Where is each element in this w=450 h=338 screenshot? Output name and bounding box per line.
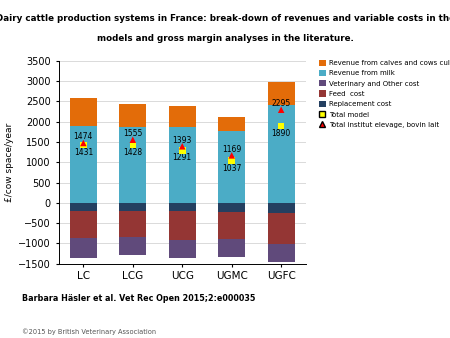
Point [179,148,186,153]
Point [129,142,136,148]
Bar [119,211,146,237]
Text: Barbara Häsler et al. Vet Rec Open 2015;2:e000035: Barbara Häsler et al. Vet Rec Open 2015;… [22,294,256,303]
Text: ©2015 by British Veterinary Association: ©2015 by British Veterinary Association [22,328,157,335]
Text: Dairy cattle production systems in France: break-down of revenues and variable c: Dairy cattle production systems in Franc… [0,14,450,23]
Bar [119,104,146,127]
Point [278,107,285,113]
Bar [218,117,245,131]
Bar [169,127,196,203]
Point [80,142,87,147]
Bar [70,239,97,258]
Bar [169,203,196,211]
Point [129,137,136,142]
Bar [218,131,245,203]
Bar [169,240,196,258]
Text: 1428: 1428 [123,148,142,157]
Bar [218,203,245,212]
Point [228,158,235,164]
Bar [169,211,196,240]
Bar [268,213,295,244]
Bar [268,244,295,262]
Legend: Revenue from calves and cows culled, Revenue from milk, Veterinary and Other cos: Revenue from calves and cows culled, Rev… [316,57,450,131]
Bar [70,211,97,239]
Point [228,153,235,158]
Text: 1169: 1169 [222,145,241,154]
Bar [119,203,146,211]
Bar [119,237,146,255]
Text: models and gross margin analyses in the literature.: models and gross margin analyses in the … [97,34,353,43]
Text: 1291: 1291 [173,153,192,162]
Text: 2295: 2295 [271,99,291,108]
Bar [268,203,295,213]
Text: 1431: 1431 [74,148,93,156]
Text: 1393: 1393 [172,136,192,145]
Point [278,123,285,129]
Text: 1890: 1890 [271,129,291,138]
Point [80,140,87,146]
Bar [268,81,295,105]
Bar [70,203,97,211]
Text: 1474: 1474 [74,132,93,141]
Bar [119,127,146,203]
Bar [70,126,97,203]
Bar [218,239,245,257]
Bar [169,106,196,127]
Text: 1037: 1037 [222,164,241,173]
Text: 1555: 1555 [123,129,143,138]
Bar [70,98,97,126]
Bar [218,212,245,239]
Y-axis label: £/cow space/year: £/cow space/year [5,123,14,202]
Bar [268,105,295,203]
Point [179,144,186,149]
